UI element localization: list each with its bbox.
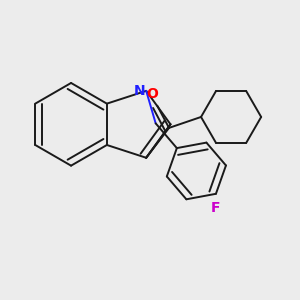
Text: F: F [211, 201, 221, 215]
Text: N: N [133, 84, 145, 98]
Text: O: O [146, 87, 158, 101]
